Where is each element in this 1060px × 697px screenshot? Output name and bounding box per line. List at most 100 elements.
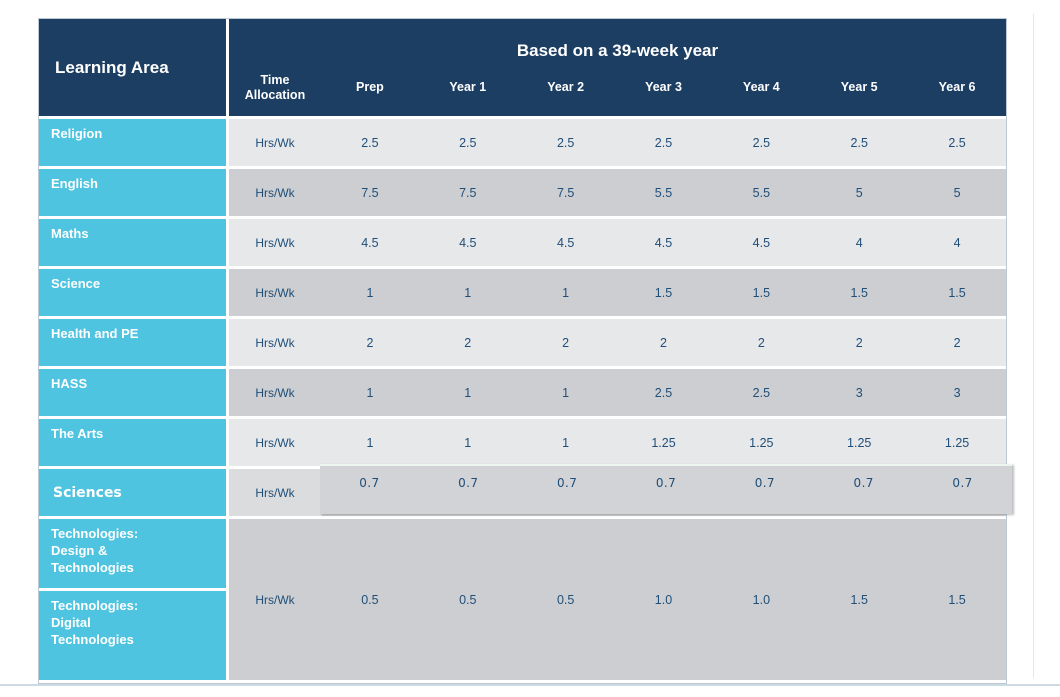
value-cell: 5 [908, 169, 1006, 219]
value-cell: 2.5 [614, 119, 713, 169]
value-cell: 1.5 [614, 269, 713, 319]
value-cell: 1 [516, 419, 615, 469]
label-line: Technologies [51, 631, 134, 647]
column-header-year-3: Year 3 [614, 63, 713, 119]
row-label-sciences: Sciences [39, 469, 229, 519]
row-label-maths: Maths [39, 219, 229, 269]
value-cell: 1.5 [810, 269, 909, 319]
value-cell: 1 [418, 269, 517, 319]
value-cell: 0.5 [418, 519, 517, 683]
value-cell: 1 [321, 269, 419, 319]
unit-cell: Hrs/Wk [229, 119, 321, 169]
row-label-the-arts: The Arts [39, 419, 229, 469]
value-cell: 4.5 [516, 219, 615, 269]
page-bottom-rule [0, 684, 1060, 686]
value-cell: 2 [712, 319, 811, 369]
value-cell: 0.5 [321, 519, 419, 683]
value-cell: 2 [614, 319, 713, 369]
value-cell: 0.7 [655, 476, 677, 490]
value-cell: 5.5 [712, 169, 811, 219]
row-label-science: Science [39, 269, 229, 319]
label-line: Design & [51, 542, 108, 558]
value-cell: 0.7 [458, 476, 479, 490]
page-right-edge-rule [1033, 14, 1034, 678]
value-cell: 1.25 [810, 419, 909, 469]
value-cell: 3 [908, 369, 1006, 419]
value-cell: 1.0 [614, 519, 713, 683]
value-cell: 1.5 [908, 519, 1006, 683]
column-header-year-1: Year 1 [418, 63, 517, 119]
row-label-health-and-pe: Health and PE [39, 319, 229, 369]
value-cell: 3 [810, 369, 909, 419]
value-cell: 7.5 [418, 169, 517, 219]
value-cell: 1.25 [908, 419, 1006, 469]
value-cell: 1.25 [614, 419, 713, 469]
value-cell: 2 [418, 319, 517, 369]
value-cell: 2.5 [321, 119, 419, 169]
value-cell: 1.5 [908, 269, 1006, 319]
value-cell: 1 [418, 369, 517, 419]
column-header-time-allocation: Time Allocation [229, 63, 321, 119]
value-cell: 0.5 [516, 519, 615, 683]
label-line: Technologies [51, 559, 134, 575]
value-cell: 4.5 [321, 219, 419, 269]
value-cell: 7.5 [321, 169, 419, 219]
unit-cell: Hrs/Wk [229, 469, 321, 519]
label-line: Digital [51, 614, 91, 630]
value-cell: 1.5 [810, 519, 909, 683]
value-cell: 4 [810, 219, 909, 269]
row-label-technologies-design: Technologies: Design & Technologies [39, 519, 229, 591]
unit-cell: Hrs/Wk [229, 419, 321, 469]
value-cell: 2.5 [614, 369, 713, 419]
value-cell: 4.5 [614, 219, 713, 269]
unit-cell: Hrs/Wk [229, 169, 321, 219]
label-line: Technologies: [51, 598, 139, 613]
value-cell: 0.7 [952, 476, 973, 490]
value-cell: 7.5 [516, 169, 615, 219]
unit-cell: Hrs/Wk [229, 369, 321, 419]
value-cell: 0.7 [359, 476, 380, 490]
row-label-hass: HASS [39, 369, 229, 419]
corner-header-learning-area: Learning Area [39, 19, 229, 119]
value-cell: 2.5 [712, 119, 811, 169]
value-cell: 1 [321, 419, 419, 469]
column-header-prep: Prep [321, 63, 419, 119]
value-cell: 4 [908, 219, 1006, 269]
column-header-year-2: Year 2 [516, 63, 615, 119]
time-allocation-table: Learning Area Based on a 39-week year Ti… [38, 18, 1012, 684]
sciences-overlay-box: 0.7 0.7 0.7 0.7 0.7 0.7 0.7 [320, 464, 1012, 514]
value-cell: 1 [321, 369, 419, 419]
value-cell: 2.5 [712, 369, 811, 419]
value-cell: 1 [516, 369, 615, 419]
value-cell: 1.5 [712, 269, 811, 319]
value-cell: 2 [810, 319, 909, 369]
value-cell: 1.25 [712, 419, 811, 469]
label-line: Technologies: [51, 526, 139, 541]
unit-cell: Hrs/Wk [229, 319, 321, 369]
banner-39-week-year: Based on a 39-week year [229, 19, 1006, 63]
value-cell: 5.5 [614, 169, 713, 219]
row-label-technologies-digital: Technologies: Digital Technologies [39, 591, 229, 683]
column-header-year-4: Year 4 [712, 63, 811, 119]
row-label-religion: Religion [39, 119, 229, 169]
value-cell: 4.5 [418, 219, 517, 269]
value-cell: 2.5 [516, 119, 615, 169]
value-cell: 2 [321, 319, 419, 369]
value-cell: 1 [418, 419, 517, 469]
value-cell: 2.5 [418, 119, 517, 169]
value-cell: 5 [810, 169, 909, 219]
unit-cell: Hrs/Wk [229, 219, 321, 269]
value-cell: 4.5 [712, 219, 811, 269]
unit-cell-merged: Hrs/Wk [229, 519, 321, 683]
unit-cell: Hrs/Wk [229, 269, 321, 319]
sciences-values-strip: 0.7 0.7 0.7 0.7 0.7 0.7 0.7 [320, 464, 1012, 519]
value-cell: 1 [516, 269, 615, 319]
column-header-year-5: Year 5 [810, 63, 909, 119]
value-cell: 2 [516, 319, 615, 369]
value-cell: 2 [908, 319, 1006, 369]
value-cell: 2.5 [908, 119, 1006, 169]
value-cell: 0.7 [754, 476, 775, 490]
value-cell: 2.5 [810, 119, 909, 169]
value-cell: 0.7 [853, 476, 874, 490]
